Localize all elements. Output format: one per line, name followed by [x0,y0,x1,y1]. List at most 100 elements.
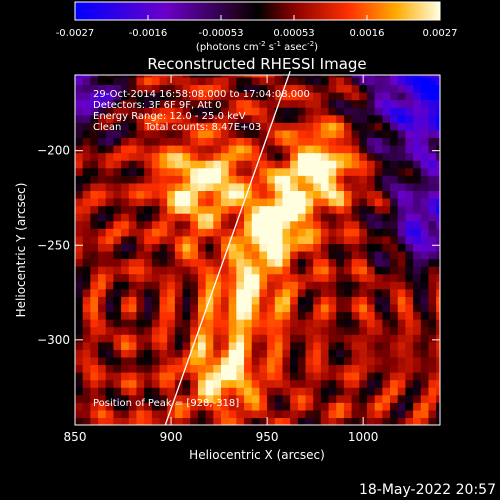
heatmap-cell [221,243,230,252]
heatmap-cell [197,417,207,425]
heatmap-cell [274,145,284,154]
heatmap-cell [144,319,153,328]
heatmap-cell [136,190,145,199]
heatmap-cell [420,387,430,396]
heatmap-cell [205,326,214,335]
heatmap-cell [267,281,276,290]
heatmap-cell [159,107,168,116]
heatmap-cell [374,137,383,146]
heatmap-cell [320,341,330,350]
heatmap-cell [382,75,391,78]
heatmap-cell [297,175,307,184]
heatmap-cell [343,243,353,252]
heatmap-cell [144,197,153,207]
heatmap-cell [436,273,440,282]
heatmap-cell [397,258,407,267]
heatmap-cell [420,220,430,229]
heatmap-cell [144,182,153,192]
heatmap-cell [259,122,268,131]
heatmap-cell [90,243,99,252]
heatmap-cell [174,92,184,101]
heatmap-cell [151,349,161,358]
heatmap-cell [305,107,314,116]
heatmap-cell [374,409,383,419]
heatmap-cell [174,175,184,184]
heatmap-cell [113,84,122,93]
heatmap-cell [313,197,322,207]
heatmap-cell [336,258,345,267]
heatmap-cell [90,107,99,116]
heatmap-cell [182,197,191,207]
heatmap-cell [190,402,199,411]
heatmap-cell [75,349,84,358]
heatmap-cell [305,167,314,176]
heatmap-cell [313,311,322,320]
heatmap-cell [290,152,299,161]
heatmap-cell [290,122,299,131]
heatmap-cell [290,258,299,267]
heatmap-cell [167,137,176,146]
heatmap-cell [251,99,261,108]
heatmap-cell [236,349,245,358]
heatmap-cell [190,303,199,313]
heatmap-cell [274,379,284,388]
heatmap-cell [382,356,391,366]
heatmap-cell [274,205,284,214]
heatmap-cell [397,409,407,419]
heatmap-cell [343,220,353,229]
heatmap-cell [205,129,214,139]
heatmap-cell [274,258,284,267]
heatmap-cell [121,228,130,237]
heatmap-cell [336,84,345,93]
heatmap-cell [374,197,383,207]
heatmap-cell [182,152,191,161]
heatmap-cell [190,372,199,381]
heatmap-cell [136,228,145,237]
heatmap-cell [90,288,99,297]
heatmap-cell [105,409,115,419]
heatmap-cell [397,152,407,161]
heatmap-cell [213,235,222,244]
heatmap-cell [259,228,268,237]
heatmap-cell [397,349,407,358]
heatmap-cell [151,266,161,275]
heatmap-cell [274,213,284,222]
heatmap-cell [221,228,230,237]
heatmap-cell [144,394,153,403]
heatmap-cell [313,372,322,381]
heatmap-cell [359,122,368,131]
heatmap-cell [159,205,168,214]
heatmap-cell [197,167,207,176]
heatmap-cell [351,235,360,244]
heatmap-cell [82,334,91,343]
heatmap-cell [167,114,176,123]
heatmap-cell [413,349,422,358]
heatmap-cell [244,220,253,229]
heatmap-cell [267,160,276,169]
heatmap-cell [213,107,222,116]
heatmap-cell [113,417,122,425]
heatmap-cell [90,213,99,222]
heatmap-cell [305,326,314,335]
heatmap-cell [105,250,115,260]
heatmap-cell [159,243,168,252]
heatmap-cell [259,281,268,290]
heatmap-cell [244,349,253,358]
heatmap-cell [336,341,345,350]
heatmap-cell [405,379,414,388]
heatmap-cell [244,326,253,335]
heatmap-cell [290,145,299,154]
heatmap-cell [290,76,299,86]
heatmap-cell [205,213,214,222]
annotation-detectors: Detectors: 3F 6F 9F, Att 0 [93,100,221,111]
heatmap-cell [305,145,314,154]
heatmap-cell [90,76,99,86]
heatmap-cell [328,394,337,403]
heatmap-cell [190,84,199,93]
heatmap-cell [267,379,276,388]
heatmap-cell [121,266,130,275]
heatmap-cell [405,107,414,116]
heatmap-cell [336,303,345,313]
heatmap-cell [374,319,383,328]
heatmap-cell [98,409,107,419]
